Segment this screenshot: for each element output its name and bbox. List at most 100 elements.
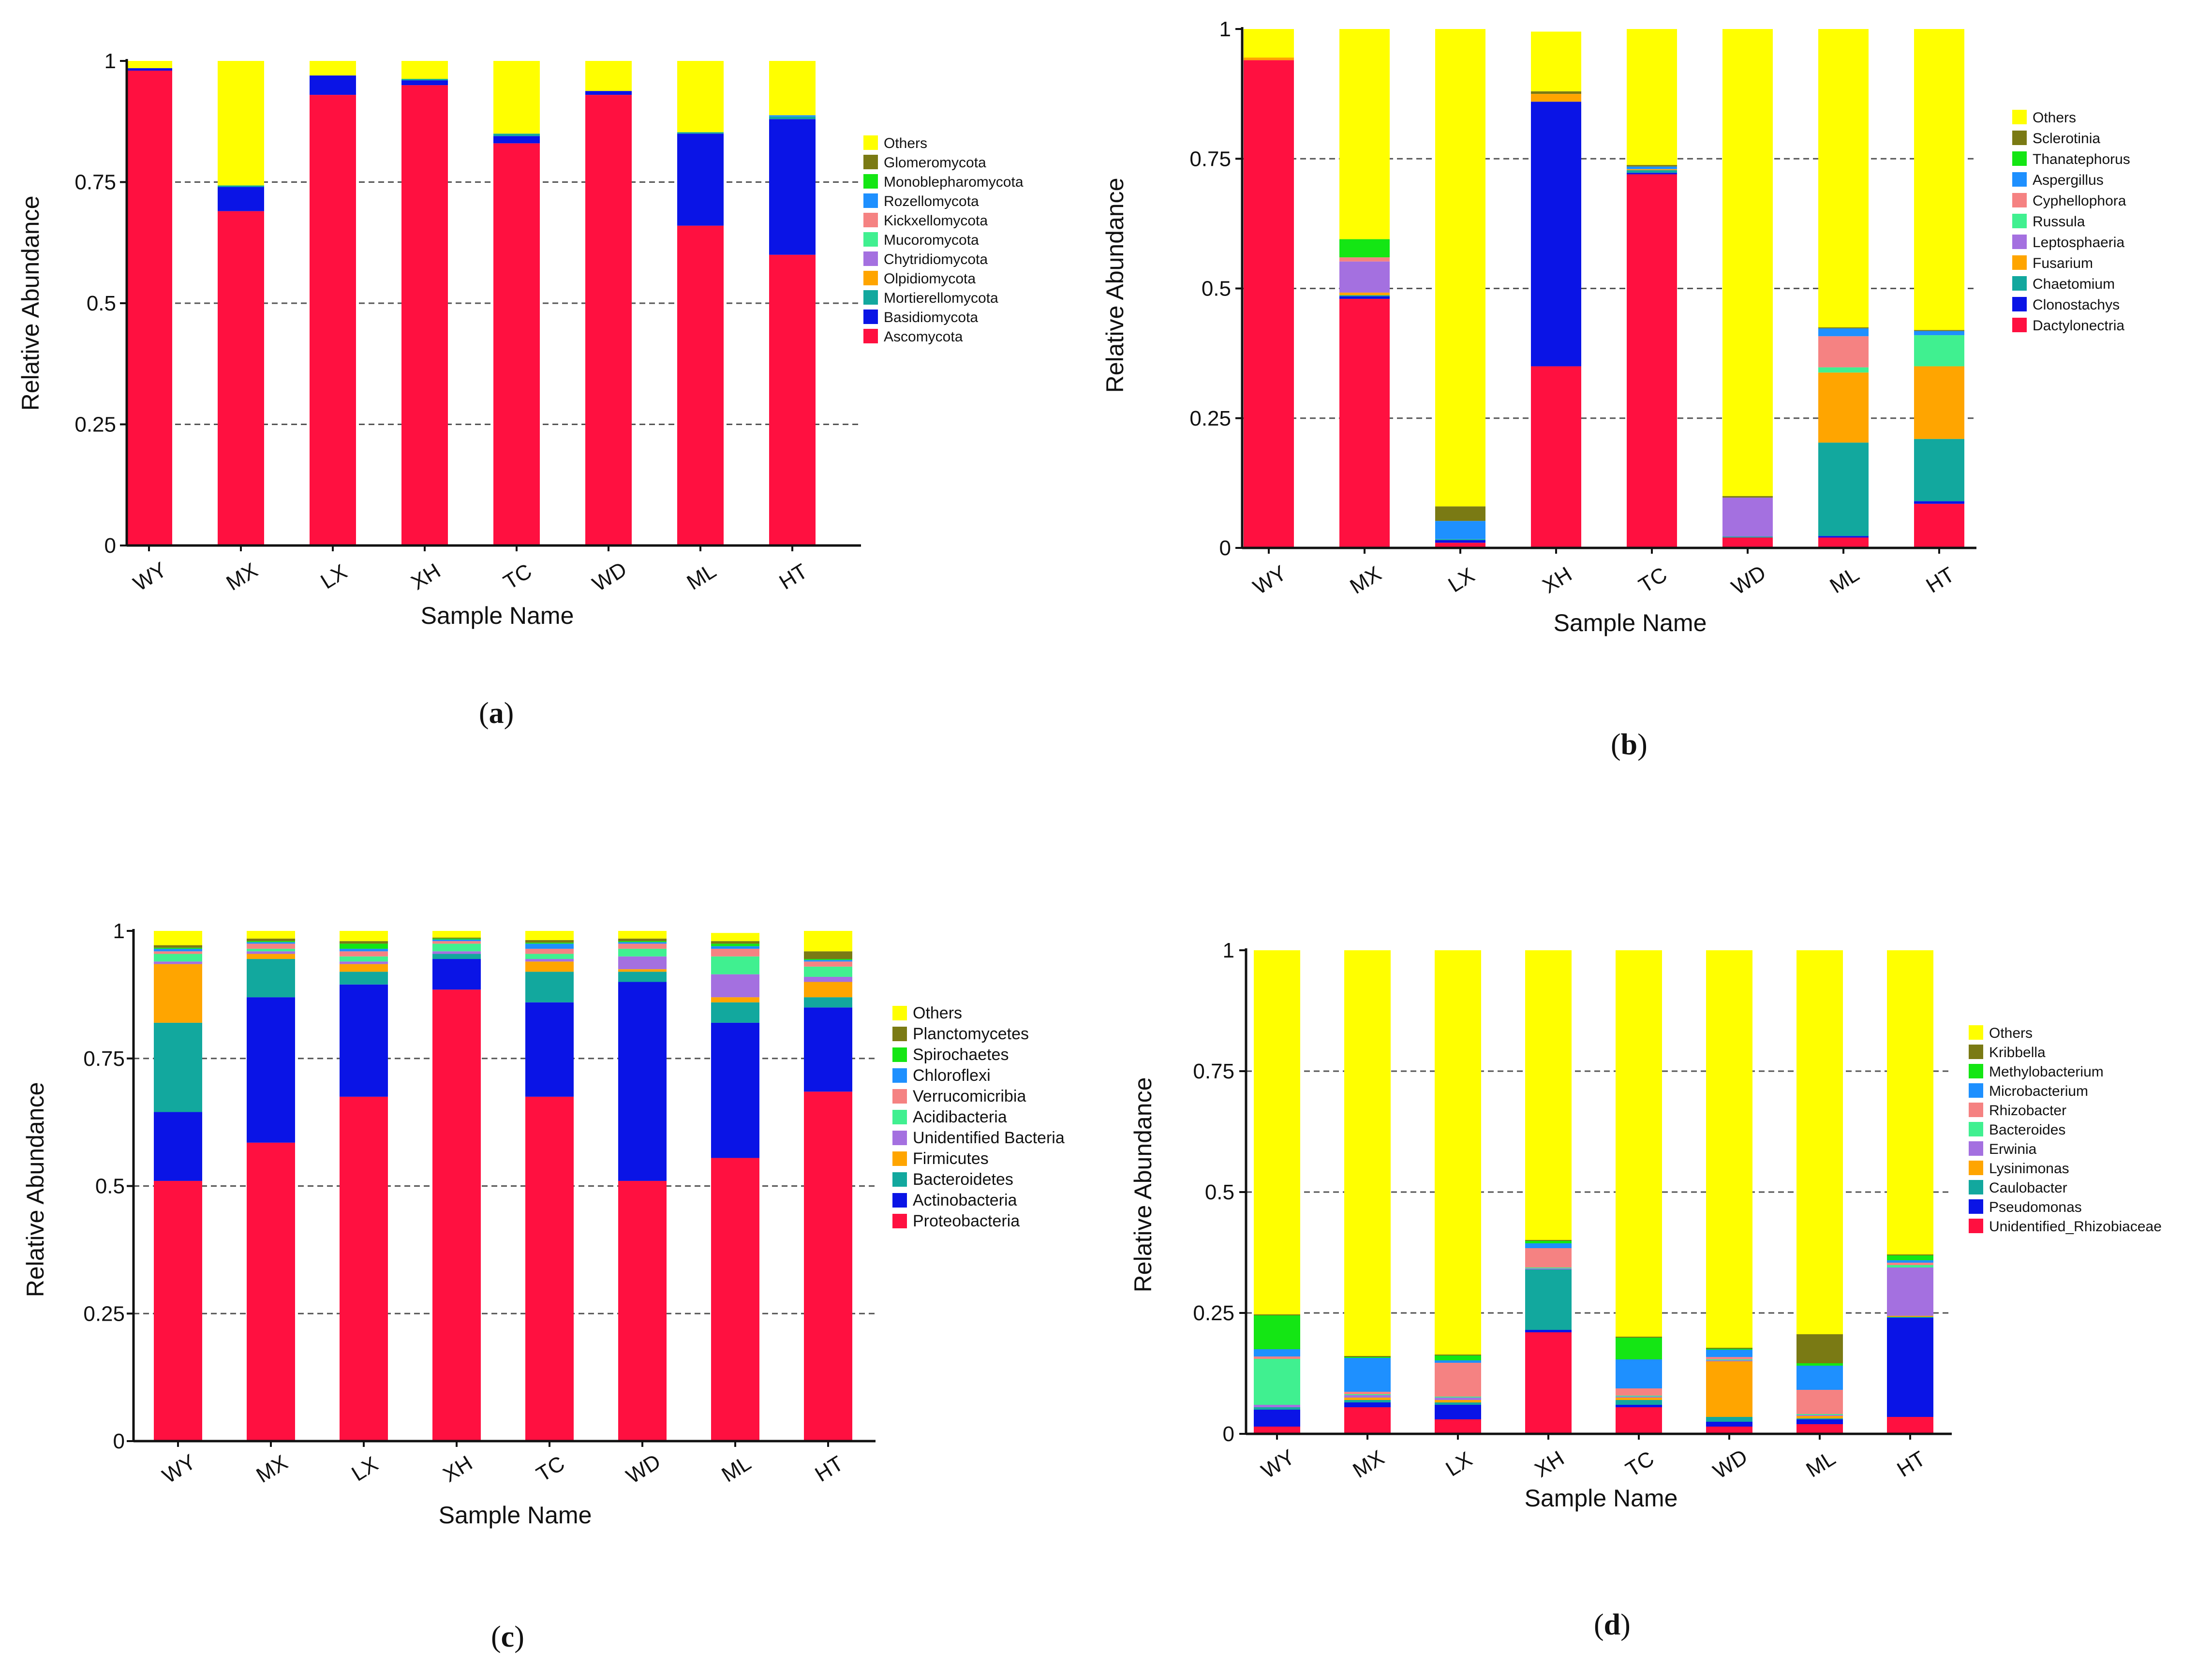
bar-mx-basidiomycota [218,187,264,211]
bar-ht-pseudomonas [1887,1318,1933,1417]
bar-ht-microbacterium [1887,1260,1933,1263]
bar-ht-sclerotinia [1914,330,1964,331]
bar-xh-proteobacteria [432,989,481,1441]
bar-wy-pseudomonas [1254,1410,1300,1427]
bar-mx-planctomycetes [247,938,295,942]
x-tick-label-mx: MX [1349,1445,1388,1483]
bar-xh-clonostachys [1531,102,1581,367]
bar-ml-others [711,933,759,942]
bar-wy-verrucomicribia [154,951,202,954]
legend-label-microbacterium: Microbacterium [1989,1083,2088,1099]
bar-wd-firmicutes [618,969,667,972]
bar-lx-others [310,61,356,76]
bar-ml-others [1796,950,1843,1334]
bar-wd-unidentified-rhizobiaceae [1706,1427,1752,1434]
x-tick-label-tc: TC [1621,1446,1658,1482]
legend-label-firmicutes: Firmicutes [913,1149,989,1168]
chart-b: WY MX LX XH TC WD ML HT 0 0.25 0.5 0.75 1 Sample Name… [1101,17,2130,636]
bar-lx-unidentified-bacteria [340,961,388,964]
bar-lx-sclerotinia [1435,506,1485,521]
bar-ml-firmicutes [711,997,759,1002]
bar-xh-kribbella [1525,1240,1572,1241]
bar-ml-bacteroidetes [711,1002,759,1023]
bar-wy-unidentified-rhizobiaceae [1254,1427,1300,1434]
legend-label-sclerotinia: Sclerotinia [2033,131,2100,147]
bar-ml-chaetomium [1818,442,1869,536]
legend-label-cyphellophora: Cyphellophora [2033,193,2126,209]
legend-swatch-kribbella [1969,1045,1983,1059]
y-tick-label-0: 0 [1223,1422,1234,1446]
legend-label-bacteroides: Bacteroides [1989,1122,2065,1138]
bar-xh-unidentified-bacteria [432,951,481,954]
bar-xh-ascomycota [401,85,448,546]
bar-tc-bacteroidetes [525,972,574,1002]
bar-ml-basidiomycota [677,133,724,226]
x-axis-title: Sample Name [1554,609,1707,636]
bar-xh-dactylonectria [1531,366,1581,548]
legend-label-fusarium: Fusarium [2033,255,2093,271]
bar-mx-acidibacteria [247,948,295,952]
bar-mx-pseudomonas [1344,1402,1391,1407]
bar-wd-others [585,61,632,91]
bar-mx-microbacterium [1344,1358,1391,1392]
legend-swatch-acidibacteria [892,1110,907,1124]
chart-d: WY MX LX XH TC WD ML HT 0 0.25 0.5 0.75 1 Sample Name… [1129,939,2162,1512]
panel-a: WY MX LX XH TC WD ML HT 0 0.25 0.5 0.75 1 Sample Name… [0,0,1103,783]
bar-tc-erwinia [1616,1397,1662,1398]
bar-mx-caulobacter [1344,1400,1391,1402]
legend-label-rhizobacter: Rhizobacter [1989,1103,2066,1119]
bar-mx-leptosphaeria [1339,261,1390,293]
y-tick-label-4: 1 [1223,939,1234,962]
bar-ml-clonostachys [1818,536,1869,538]
legend-swatch-microbacterium [1969,1083,1983,1098]
bar-tc-chloroflexi [525,943,574,949]
legend-swatch-cyphellophora [2012,193,2027,207]
bar-xh-bacteroidetes [432,954,481,959]
x-tick-label-wd: WD [1727,561,1770,600]
x-tick-label-xh: XH [1538,562,1576,598]
bar-wy-others [154,931,202,945]
bar-lx-kribbella [1435,1355,1481,1356]
panel-d: WY MX LX XH TC WD ML HT 0 0.25 0.5 0.75 1 Sample Name… [1103,851,2212,1680]
bar-ht-others [1914,29,1964,330]
bar-lx-unidentified-rhizobiaceae [1435,1419,1481,1434]
x-tick-label-ml: ML [1826,562,1863,598]
bar-ht-others [804,931,852,952]
bar-mx-spirochaetes [247,941,295,943]
bar-ht-acidibacteria [804,966,852,977]
x-tick-label-ht: HT [811,1451,847,1487]
bar-wy-acidibacteria [154,954,202,962]
bar-tc-acidibacteria [525,954,574,959]
legend-swatch-basidiomycota [863,309,878,324]
y-tick-label-1: 0.25 [1189,407,1231,430]
legend-swatch-glomeromycota [863,155,878,169]
bar-tc-firmicutes [525,961,574,972]
bar-ml-russula [1818,367,1869,373]
bar-tc-aspergillus [1627,166,1677,169]
legend-swatch-actinobacteria [892,1193,907,1208]
legend-swatch-lysinimonas [1969,1161,1983,1175]
bar-lx-methylobacterium [1435,1356,1481,1360]
legend-label-mortierellomycota: Mortierellomycota [884,290,998,306]
bar-ht-actinobacteria [804,1007,852,1092]
bar-wd-others [1722,29,1773,496]
legend-label-chytridiomycota: Chytridiomycota [884,251,988,267]
bar-wd-rhizobacter [1706,1357,1752,1359]
legend-label-monoblepharomycota: Monoblepharomycota [884,174,1024,190]
bar-wd-methylobacterium [1706,1349,1752,1350]
bar-xh-erwinia [1525,1268,1572,1269]
bar-wy-unidentified-bacteria [154,961,202,964]
bar-xh-others [1531,31,1581,91]
caption-d: (d) [1594,1608,1631,1641]
legend-swatch-caulobacter [1969,1180,1983,1194]
x-tick-label-wy: WY [1257,1445,1299,1483]
bar-tc-sclerotinia [1627,165,1677,167]
legend-label-planctomycetes: Planctomycetes [913,1025,1029,1043]
bar-lx-rhizobacter [1435,1363,1481,1397]
bar-xh-chloroflexi [432,939,481,942]
bar-xh-fusarium [1531,94,1581,102]
bar-wy-firmicutes [154,964,202,1023]
legend-label-aspergillus: Aspergillus [2033,172,2104,188]
bar-ml-proteobacteria [711,1158,759,1441]
bar-lx-proteobacteria [340,1096,388,1441]
